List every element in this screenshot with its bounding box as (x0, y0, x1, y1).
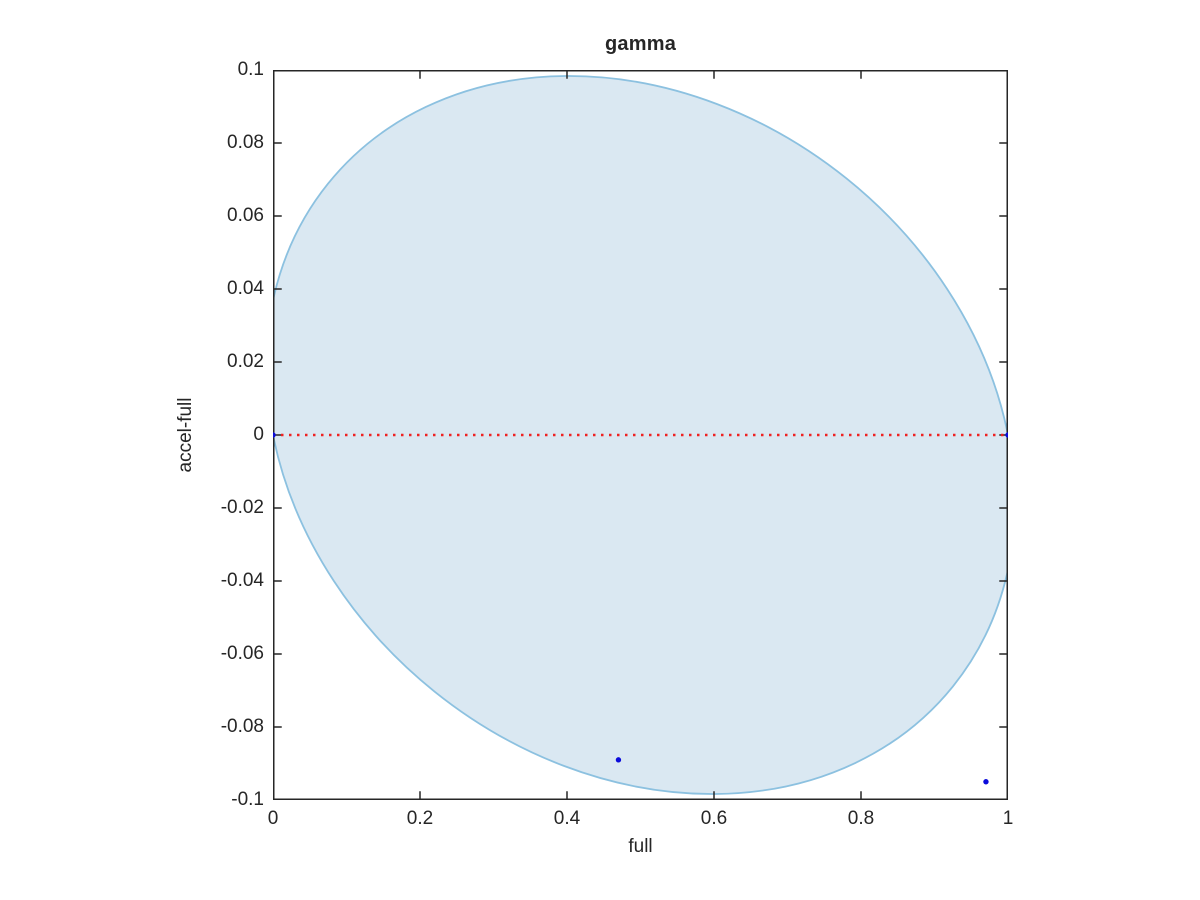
chart-title: gamma (604, 33, 677, 55)
y-tick-label: 0.1 (237, 59, 264, 80)
x-tick-label: 0.6 (700, 808, 728, 829)
region-ellipse (273, 75, 1008, 795)
y-tick-label: -0.02 (220, 497, 264, 518)
y-tick-label: 0 (253, 424, 264, 445)
data-point (273, 432, 276, 438)
x-tick-label: 0.8 (847, 808, 875, 829)
data-point (615, 757, 622, 763)
x-axis-label: full (628, 836, 653, 857)
y-tick-label: -0.06 (220, 643, 264, 664)
data-point (983, 779, 989, 785)
y-tick-label: 0.06 (227, 205, 264, 226)
plot-area (273, 70, 1008, 800)
y-tick-label: -0.04 (220, 570, 264, 591)
y-tick-label: -0.1 (231, 789, 264, 810)
x-tick-label: 0.4 (553, 808, 581, 829)
y-tick-label: 0.08 (227, 132, 264, 153)
x-tick-label: 0 (267, 808, 279, 829)
y-tick-label: -0.08 (220, 716, 264, 737)
x-tick-label: 1 (1002, 808, 1014, 829)
x-tick-label: 0.2 (406, 808, 434, 829)
y-tick-label: 0.02 (227, 351, 264, 372)
data-point (1005, 432, 1008, 438)
y-tick-label: 0.04 (227, 278, 264, 299)
